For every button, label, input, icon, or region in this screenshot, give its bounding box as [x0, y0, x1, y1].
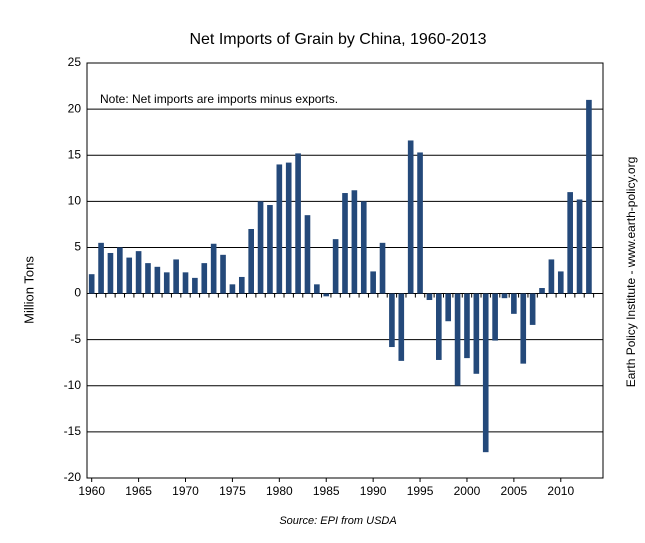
x-tick-label: 1985 [313, 484, 340, 498]
bar [370, 271, 376, 294]
plot-frame [86, 62, 604, 479]
bar [210, 243, 217, 294]
y-tick-label: -20 [64, 470, 82, 484]
bar [173, 259, 179, 294]
bar [351, 190, 358, 294]
side-text: Earth Policy Institute - www.earth-polic… [624, 157, 638, 388]
bar [482, 293, 489, 453]
x-tick-label: 1960 [78, 484, 105, 498]
bar [501, 293, 508, 299]
bar [511, 293, 517, 314]
y-tick-label: 15 [68, 147, 82, 161]
bar [454, 293, 461, 386]
bar [220, 254, 226, 294]
x-tick-label: 1970 [172, 484, 199, 498]
x-tick-label: 1990 [360, 484, 387, 498]
y-axis-title: Million Tons [21, 256, 36, 324]
y-tick-label: 10 [68, 194, 82, 208]
bar [436, 293, 442, 360]
bar [117, 247, 123, 294]
bar [342, 193, 348, 294]
bar [163, 272, 170, 294]
bar [473, 293, 480, 374]
bar [229, 284, 236, 294]
x-tick-label: 1980 [266, 484, 293, 498]
source: Source: EPI from USDA [279, 515, 396, 527]
bar [192, 277, 198, 294]
bar [182, 272, 189, 294]
bar [238, 276, 245, 294]
y-tick-label: -10 [64, 378, 82, 392]
bar [276, 164, 283, 294]
bar [314, 284, 320, 294]
x-tick-label: 1965 [125, 484, 152, 498]
bar [126, 257, 133, 294]
y-tick-label: -15 [64, 424, 82, 438]
bar [529, 293, 536, 325]
bar [407, 140, 414, 294]
y-tick-label: 0 [74, 286, 81, 300]
x-tick-label: 1975 [219, 484, 246, 498]
x-tick-label: 1995 [407, 484, 434, 498]
bar [257, 201, 264, 294]
bar [417, 152, 423, 294]
bar [576, 199, 583, 294]
bar [154, 266, 161, 294]
bar [135, 251, 142, 294]
chart-title: Net Imports of Grain by China, 1960-2013 [189, 31, 486, 48]
bar [464, 293, 470, 359]
x-tick-label: 2005 [501, 484, 528, 498]
y-tick-label: 5 [74, 240, 81, 254]
bar [323, 293, 330, 297]
bar [389, 293, 395, 348]
bar [567, 192, 573, 294]
bar [201, 263, 208, 294]
bar [295, 153, 301, 294]
bar [548, 259, 555, 294]
x-tick-label: 2010 [547, 484, 574, 498]
bar [332, 239, 339, 294]
bar [426, 293, 433, 301]
bar [557, 271, 564, 294]
bar [398, 293, 405, 361]
bar [360, 201, 367, 294]
bar [379, 242, 386, 294]
bar [285, 162, 292, 294]
bar [520, 293, 527, 364]
bar [248, 229, 254, 294]
annotation: Note: Net imports are imports minus expo… [100, 92, 338, 106]
bar [304, 215, 311, 294]
bar [88, 274, 95, 294]
bar [539, 288, 545, 294]
bar [107, 252, 114, 294]
y-tick-label: -5 [70, 332, 81, 346]
y-tick-label: 20 [68, 101, 82, 115]
bar [145, 263, 151, 294]
bar [98, 242, 104, 294]
bar [492, 293, 498, 341]
bar [586, 99, 592, 294]
x-tick-label: 2000 [454, 484, 481, 498]
bar [267, 205, 273, 294]
y-tick-label: 25 [68, 55, 82, 69]
bar [445, 293, 452, 322]
